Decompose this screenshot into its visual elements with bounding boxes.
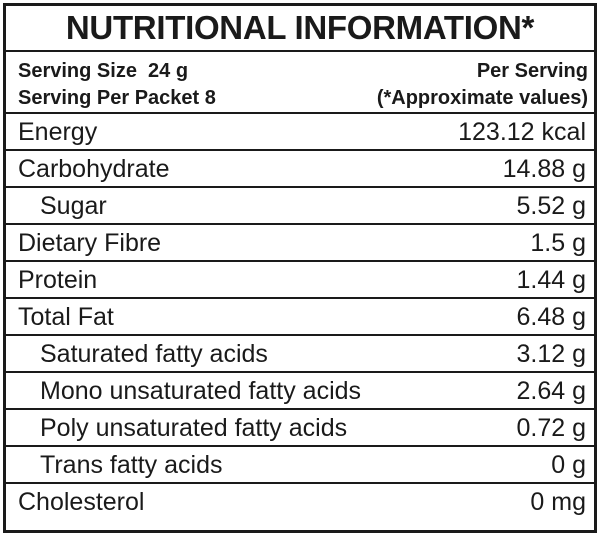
nutrient-row: Protein 1.44 g [6,262,594,299]
nutrient-value: 0.72 g [516,414,586,442]
nutrient-value: 3.12 g [516,340,586,368]
nutrient-row: Poly unsaturated fatty acids 0.72 g [6,410,594,447]
nutrient-row: Energy 123.12 kcal [6,114,594,151]
nutrient-name: Dietary Fibre [18,229,162,257]
servings-per-packet: Serving Per Packet 8 [18,87,216,109]
nutrient-value: 1.44 g [516,266,586,294]
nutrient-row: Trans fatty acids 0 g [6,447,594,484]
nutrient-row: Carbohydrate 14.88 g [6,151,594,188]
nutrient-name: Cholesterol [18,488,145,516]
nutrient-row: Mono unsaturated fatty acids 2.64 g [6,373,594,410]
nutrient-table: Energy 123.12 kcal Carbohydrate 14.88 g Suga… [6,114,594,521]
nutrition-label: NUTRITIONAL INFORMATION* Serving Size 24… [3,3,597,533]
nutrient-name: Protein [18,266,98,294]
nutrient-value: 0 g [551,451,586,479]
nutrient-name: Mono unsaturated fatty acids [40,377,362,405]
per-serving-heading: Per Serving [476,60,588,82]
nutrient-row: Cholesterol 0 mg [6,484,594,521]
nutrient-row: Dietary Fibre 1.5 g [6,225,594,262]
nutrient-name: Saturated fatty acids [40,340,268,368]
nutrient-row: Total Fat 6.48 g [6,299,594,336]
serving-right: Per Serving (*Approximate values) [377,58,588,112]
nutrient-value: 5.52 g [516,192,586,220]
nutrient-name: Energy [18,118,98,146]
nutrient-name: Sugar [40,192,107,220]
serving-left: Serving Size 24 g Serving Per Packet 8 [18,58,216,112]
nutrient-row: Sugar 5.52 g [6,188,594,225]
nutrient-name: Trans fatty acids [40,451,223,479]
nutrient-name: Carbohydrate [18,155,170,183]
approximate-note: (*Approximate values) [376,87,588,109]
nutrient-value: 2.64 g [516,377,586,405]
nutrient-value: 0 mg [530,488,586,516]
nutrient-row: Saturated fatty acids 3.12 g [6,336,594,373]
nutrient-value: 1.5 g [530,229,586,257]
nutrient-name: Poly unsaturated fatty acids [40,414,348,442]
nutrient-name: Total Fat [18,303,114,331]
serving-size: Serving Size 24 g [18,60,189,82]
serving-info: Serving Size 24 g Serving Per Packet 8 P… [6,52,594,114]
label-title: NUTRITIONAL INFORMATION* [6,6,594,52]
nutrient-value: 123.12 kcal [458,118,586,146]
nutrient-value: 14.88 g [502,155,586,183]
nutrient-value: 6.48 g [516,303,586,331]
